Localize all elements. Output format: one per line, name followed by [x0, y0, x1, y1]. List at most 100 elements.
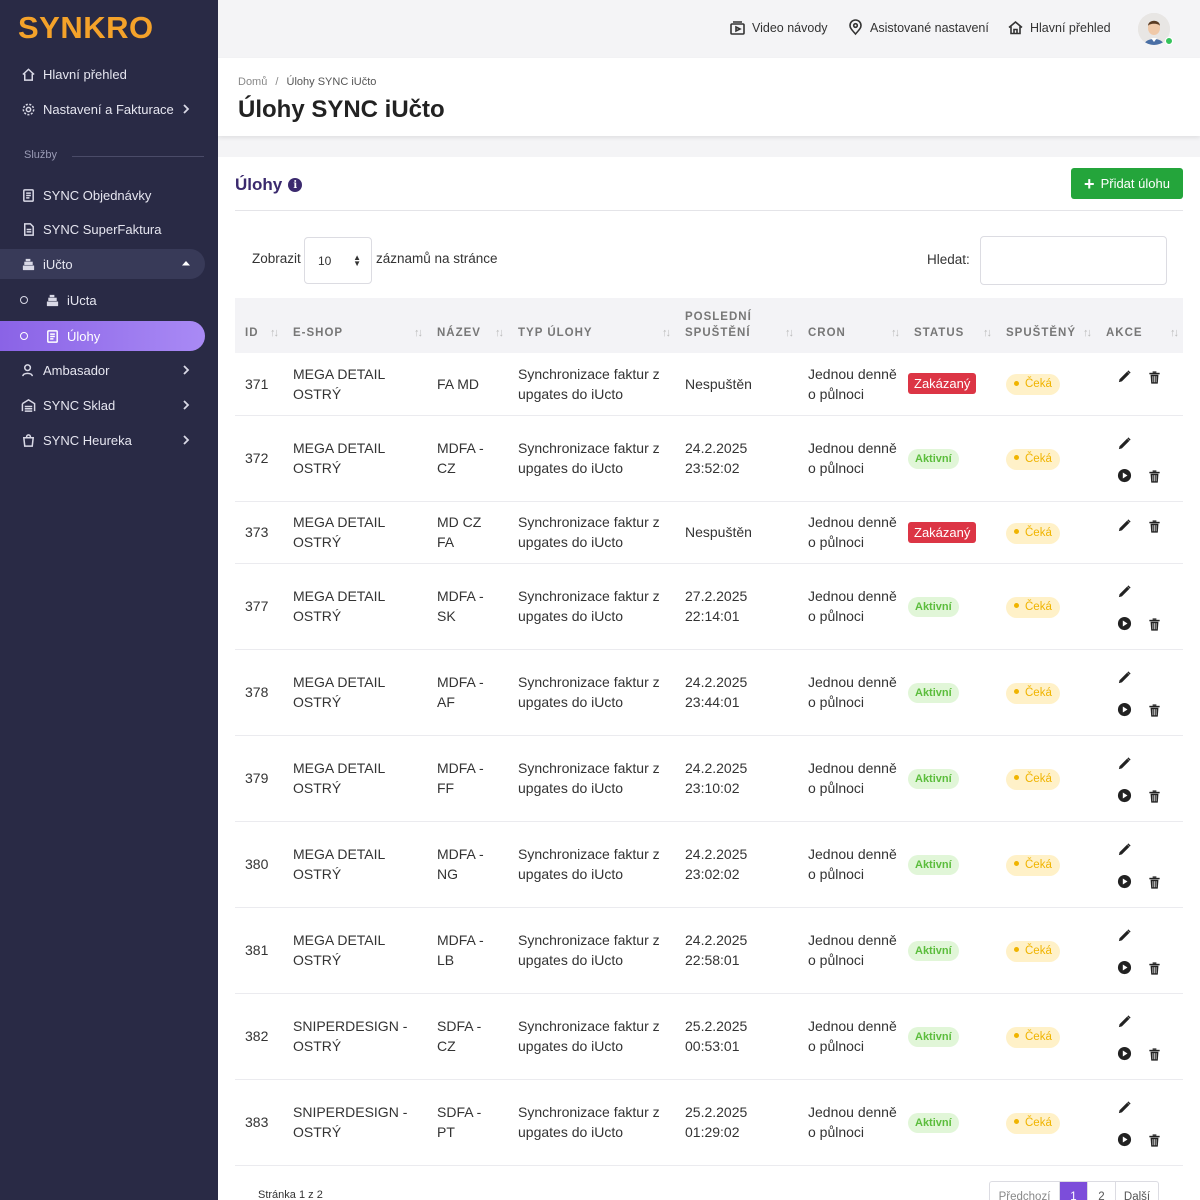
th-actions[interactable]: AKCE ↑↓: [1106, 327, 1179, 339]
cell-status: Zakázaný: [904, 501, 996, 564]
status-badge: Aktivní: [908, 1027, 959, 1047]
sidebar-item-iucto[interactable]: iUčto: [0, 249, 205, 279]
th-status[interactable]: STATUS ↑↓: [914, 327, 992, 339]
cell-id: 381: [235, 907, 283, 994]
table-row: 379 MEGA DETAIL OSTRÝ MDFA - FF Synchronizace…: [235, 735, 1183, 822]
th-name[interactable]: NÁZEV ↑↓: [437, 327, 504, 339]
table-row: 377 MEGA DETAIL OSTRÝ MDFA - SK Synchronizace…: [235, 563, 1183, 650]
cell-actions: [1096, 821, 1183, 908]
search-input[interactable]: [980, 236, 1167, 285]
document-icon: [20, 187, 36, 203]
trash-icon[interactable]: [1146, 874, 1162, 890]
caret-up-icon: [179, 256, 193, 270]
breadcrumb-home[interactable]: Domů: [238, 76, 268, 88]
trash-icon[interactable]: [1146, 468, 1162, 484]
sidebar-item-label: SYNC Objednávky: [43, 187, 152, 203]
sidebar-item-sync-heureka[interactable]: SYNC Heureka: [0, 425, 205, 455]
sort-icon: ↑↓: [270, 327, 279, 339]
edit-icon[interactable]: [1116, 517, 1132, 533]
cell-name: FA MD: [427, 353, 508, 416]
pagination-prev[interactable]: Předchozí: [990, 1182, 1060, 1200]
cell-id: 383: [235, 1079, 283, 1166]
cell-cron: Jednou denně o půlnoci: [798, 735, 904, 822]
edit-icon[interactable]: [1116, 583, 1132, 599]
play-icon[interactable]: [1116, 873, 1132, 889]
sidebar-item-settings-billing[interactable]: Nastavení a Fakturace: [0, 94, 205, 124]
th-id[interactable]: ID ↑↓: [245, 327, 279, 339]
cell-running: Čeká: [996, 821, 1096, 908]
play-icon[interactable]: [1116, 1131, 1132, 1147]
cell-cron: Jednou denně o půlnoci: [798, 353, 904, 416]
cell-last-run: 25.2.2025 00:53:01: [675, 993, 798, 1080]
assisted-setup-link[interactable]: Asistované nastavení: [847, 19, 989, 36]
trash-icon[interactable]: [1146, 616, 1162, 632]
play-icon[interactable]: [1116, 1045, 1132, 1061]
th-last-run[interactable]: POSLEDNÍ SPUŠTĚNÍ ↑↓: [685, 311, 794, 339]
dot-icon: [1014, 602, 1019, 608]
cell-name: MDFA - FF: [427, 735, 508, 822]
edit-icon[interactable]: [1116, 369, 1132, 385]
sidebar-item-sync-superfaktura[interactable]: SYNC SuperFaktura: [0, 214, 205, 244]
pagination-page-2[interactable]: 2: [1088, 1182, 1116, 1200]
sidebar-item-sync-orders[interactable]: SYNC Objednávky: [0, 180, 205, 210]
card-title-text: Úlohy: [235, 175, 283, 194]
edit-icon[interactable]: [1116, 435, 1132, 451]
play-icon[interactable]: [1116, 615, 1132, 631]
waiting-badge: Čeká: [1006, 940, 1060, 962]
dashboard-link[interactable]: Hlavní přehled: [1007, 19, 1111, 36]
th-cron[interactable]: CRON ↑↓: [808, 327, 900, 339]
th-eshop[interactable]: E-SHOP ↑↓: [293, 327, 423, 339]
cell-cron: Jednou denně o půlnoci: [798, 649, 904, 736]
sidebar-item-dashboard[interactable]: Hlavní přehled: [0, 59, 205, 89]
trash-icon[interactable]: [1146, 702, 1162, 718]
location-pin-icon: [849, 19, 862, 36]
trash-icon[interactable]: [1146, 518, 1162, 534]
sidebar-section-label: Služby: [24, 149, 58, 161]
breadcrumb-current: Úlohy SYNC iUčto: [286, 76, 377, 88]
cell-actions: [1096, 415, 1183, 502]
table-row: 382 SNIPERDESIGN - OSTRÝ SDFA - CZ Synchroniz…: [235, 993, 1183, 1080]
edit-icon[interactable]: [1116, 669, 1132, 685]
waiting-badge: Čeká: [1006, 448, 1060, 470]
info-icon[interactable]: i: [288, 178, 303, 192]
cell-last-run: Nespuštěn: [675, 353, 798, 416]
cell-name: MDFA - AF: [427, 649, 508, 736]
sidebar-item-sync-sklad[interactable]: SYNC Sklad: [0, 390, 205, 420]
online-status-dot: [1165, 37, 1173, 45]
pagination-next[interactable]: Další: [1123, 1191, 1151, 1200]
play-icon[interactable]: [1116, 701, 1132, 717]
sidebar-item-iucta[interactable]: iUcta: [0, 285, 205, 315]
th-type[interactable]: TYP ÚLOHY ↑↓: [518, 327, 671, 339]
trash-icon[interactable]: [1146, 1132, 1162, 1148]
th-running[interactable]: SPUŠTĚNÝ ↑↓: [1006, 327, 1092, 339]
trash-icon[interactable]: [1146, 960, 1162, 976]
edit-icon[interactable]: [1116, 1013, 1132, 1029]
chevron-right-icon: [179, 433, 193, 447]
sidebar-item-ambasador[interactable]: Ambasador: [0, 355, 205, 385]
cell-actions: [1096, 501, 1183, 564]
cash-register-icon: [20, 256, 36, 272]
edit-icon[interactable]: [1116, 841, 1132, 857]
trash-icon[interactable]: [1146, 1046, 1162, 1062]
page-size-select[interactable]: 10 ▲ ▼: [304, 237, 372, 284]
pagination-page-1[interactable]: 1: [1060, 1182, 1088, 1200]
video-tutorials-link[interactable]: Video návody: [729, 19, 828, 36]
avatar[interactable]: [1138, 13, 1170, 45]
add-task-button[interactable]: + Přidat úlohu: [1071, 168, 1183, 199]
cell-type: Synchronizace faktur z upgates do iUcto: [508, 649, 675, 736]
play-icon[interactable]: [1116, 959, 1132, 975]
cell-id: 373: [235, 501, 283, 564]
synkro-logo[interactable]: SYNKRO: [18, 10, 154, 45]
sidebar-item-label: SYNC Sklad: [43, 397, 116, 413]
edit-icon[interactable]: [1116, 1099, 1132, 1115]
trash-icon[interactable]: [1146, 788, 1162, 804]
play-icon[interactable]: [1116, 787, 1132, 803]
cell-type: Synchronizace faktur z upgates do iUcto: [508, 353, 675, 416]
add-task-label: Přidat úlohu: [1100, 176, 1170, 191]
sidebar-item-tasks[interactable]: Úlohy: [0, 321, 205, 351]
play-icon[interactable]: [1116, 467, 1132, 483]
trash-icon[interactable]: [1146, 370, 1162, 386]
edit-icon[interactable]: [1116, 755, 1132, 771]
edit-icon[interactable]: [1116, 927, 1132, 943]
page-size-value: 10: [318, 253, 332, 268]
